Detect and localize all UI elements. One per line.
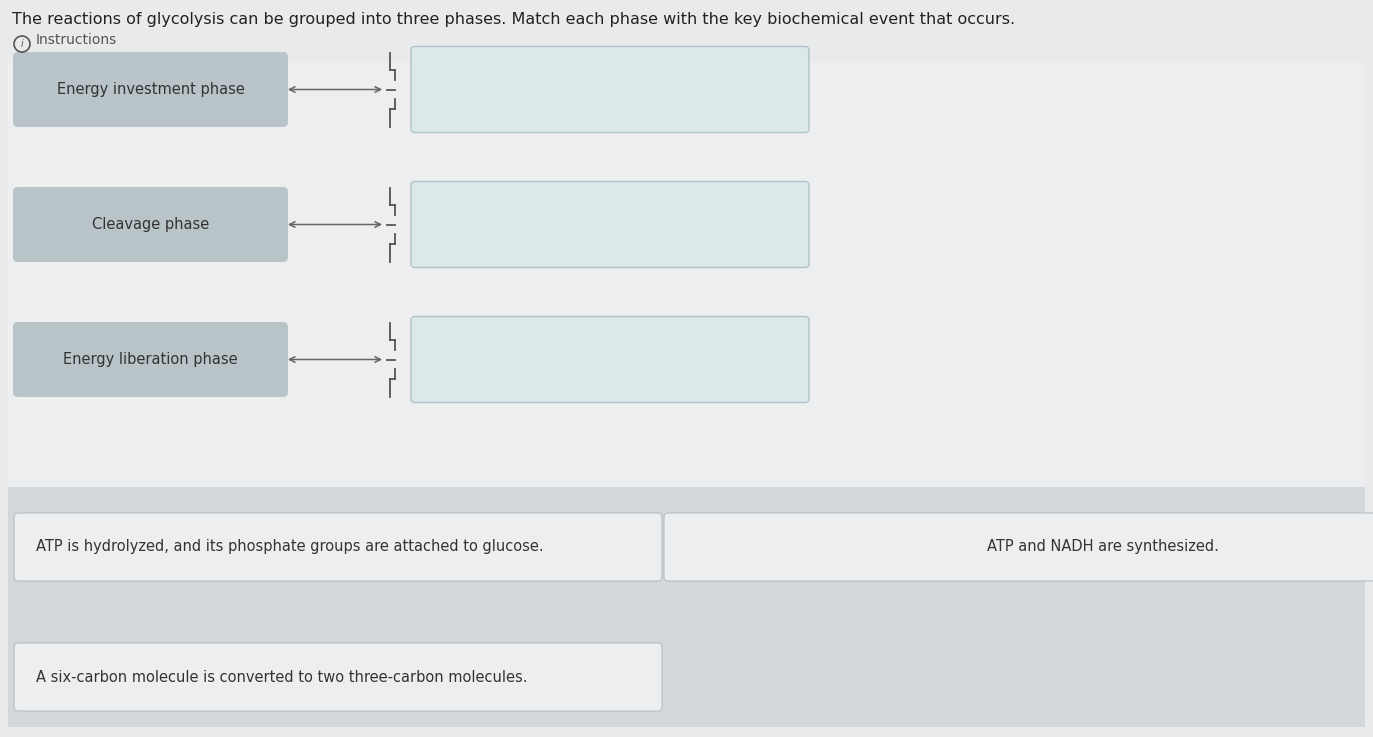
FancyBboxPatch shape (8, 487, 1365, 727)
Text: i: i (21, 39, 23, 49)
Text: ATP is hydrolyzed, and its phosphate groups are attached to glucose.: ATP is hydrolyzed, and its phosphate gro… (36, 539, 544, 554)
Text: A six-carbon molecule is converted to two three-carbon molecules.: A six-carbon molecule is converted to tw… (36, 669, 527, 685)
FancyBboxPatch shape (14, 513, 662, 581)
FancyBboxPatch shape (8, 62, 1365, 607)
Text: ATP and NADH are synthesized.: ATP and NADH are synthesized. (987, 539, 1219, 554)
FancyBboxPatch shape (12, 322, 288, 397)
FancyBboxPatch shape (12, 52, 288, 127)
FancyBboxPatch shape (665, 513, 1373, 581)
Text: Instructions: Instructions (36, 33, 117, 47)
FancyBboxPatch shape (411, 46, 809, 133)
Text: Energy investment phase: Energy investment phase (56, 82, 244, 97)
FancyBboxPatch shape (411, 181, 809, 268)
FancyBboxPatch shape (411, 316, 809, 402)
Text: Cleavage phase: Cleavage phase (92, 217, 209, 232)
FancyBboxPatch shape (12, 187, 288, 262)
Text: The reactions of glycolysis can be grouped into three phases. Match each phase w: The reactions of glycolysis can be group… (12, 12, 1015, 27)
Text: Energy liberation phase: Energy liberation phase (63, 352, 238, 367)
FancyBboxPatch shape (14, 643, 662, 711)
